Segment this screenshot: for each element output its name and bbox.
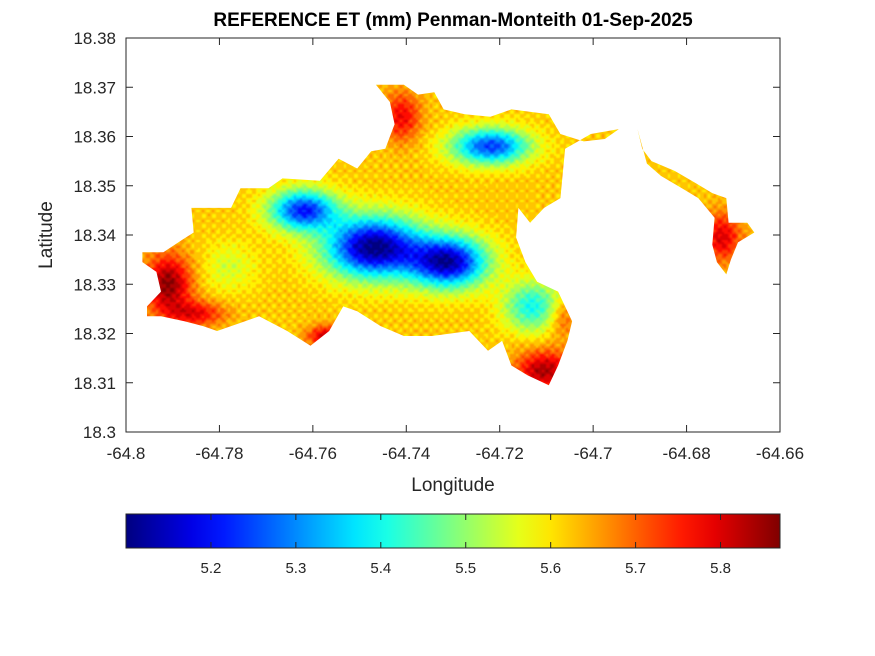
y-tick-label: 18.37 [73,78,116,97]
x-tick-label: -64.66 [756,444,804,463]
y-tick-label: 18.3 [83,423,116,442]
y-axis-label: Latitude [36,201,57,269]
x-tick-label: -64.74 [382,444,430,463]
x-tick-label: -64.8 [107,444,146,463]
x-tick-label: -64.72 [476,444,524,463]
x-axis-label: Longitude [411,475,494,496]
y-tick-label: 18.33 [73,275,116,294]
colorbar-tick-label: 5.3 [285,560,306,577]
x-tick-label: -64.7 [574,444,613,463]
x-tick-label: -64.76 [289,444,337,463]
chart-title: REFERENCE ET (mm) Penman-Monteith 01-Sep… [213,10,693,31]
colorbar-tick-label: 5.4 [370,560,391,577]
y-tick-label: 18.35 [73,177,116,196]
colorbar-tick-label: 5.6 [540,560,561,577]
x-tick-label: -64.68 [662,444,710,463]
y-tick-label: 18.36 [73,128,116,147]
y-tick-label: 18.38 [73,29,116,48]
x-tick-label: -64.78 [195,444,243,463]
colorbar-tick-label: 5.7 [625,560,646,577]
x-axis: -64.8 -64.78 -64.76 -64.74 -64.72 -64.7 -64.68… [107,38,804,463]
colorbar-tick-label: 5.2 [201,560,222,577]
y-axis: 18.3 18.31 18.32 18.33 18.34 18.35 18.36 18.37 1… [73,29,780,442]
y-tick-label: 18.31 [73,374,116,393]
colorbar [125,513,781,549]
colorbar-tick-label: 5.5 [455,560,476,577]
y-tick-label: 18.34 [73,226,116,245]
colorbar-ticks: 5.2 5.3 5.4 5.5 5.6 5.7 5.8 [201,514,731,577]
colorbar-tick-label: 5.8 [710,560,731,577]
y-tick-label: 18.32 [73,325,116,344]
